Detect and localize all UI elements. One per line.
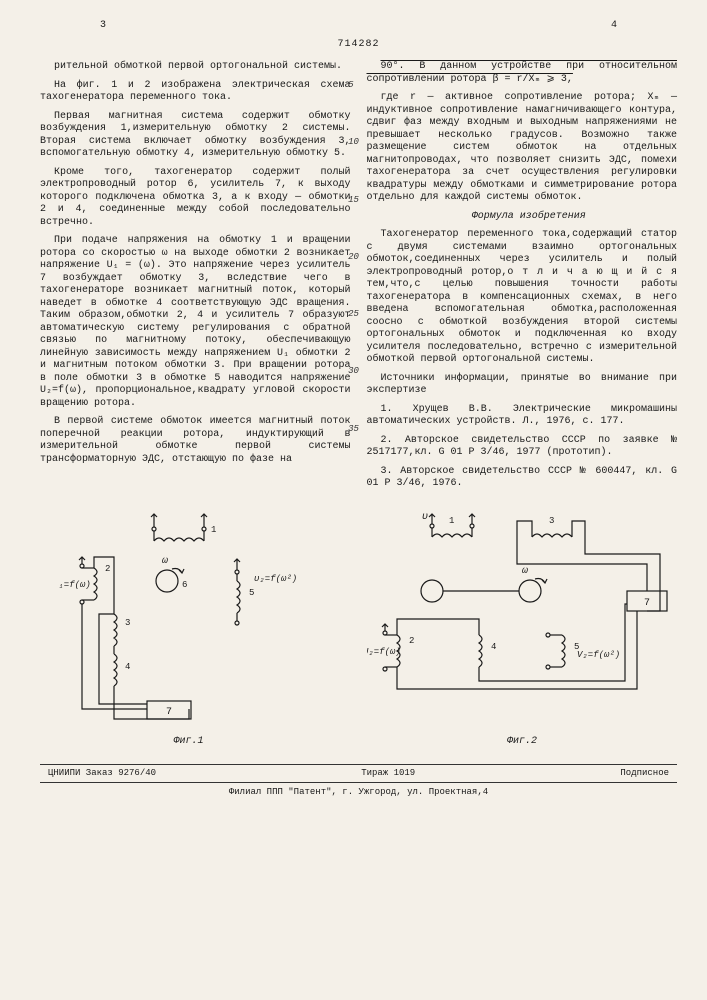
svg-text:ω: ω [522,566,528,577]
svg-text:4: 4 [491,642,496,652]
document-number: 714282 [40,39,677,52]
coil2-label: 2 [105,564,110,574]
footer-sign: Подписное [620,768,669,779]
para: рительной обмоткой первой ортогональной … [40,61,351,74]
figure-2: 1 υ 3 ω [367,509,677,749]
svg-text:U₂=f(ω): U₂=f(ω) [367,647,401,657]
para: В первой системе обмоток имеется магнитн… [40,416,351,466]
source-item: 3. Авторское свидетельство СССР № 600447… [367,466,678,491]
para: Тахогенератор переменного тока,содержащи… [367,229,678,367]
svg-text:3: 3 [549,516,554,526]
para: 90°. В данном устройстве при относительн… [367,61,678,86]
sources-title: Источники информации, принятые во вниман… [367,373,678,398]
para: При подаче напряжения на обмотку 1 и вра… [40,235,351,410]
footer-tirage: Тираж 1019 [361,768,415,779]
svg-text:ω: ω [162,556,168,567]
footer-order: ЦНИИПИ Заказ 9276/40 [48,768,156,779]
svg-text:4: 4 [125,662,130,672]
left-column: рительной обмоткой первой ортогональной … [40,61,351,497]
svg-text:υ₂=f(ω²): υ₂=f(ω²) [254,574,297,584]
source-item: 2. Авторское свидетельство СССР по заявк… [367,435,678,460]
page-col-right-num: 4 [611,20,617,33]
svg-text:5: 5 [249,588,254,598]
svg-text:V₂=f(ω²): V₂=f(ω²) [577,650,620,660]
para: Кроме того, тахогенератор содержит полый… [40,167,351,230]
svg-text:7: 7 [166,707,172,718]
footer-branch: Филиал ППП "Патент", г. Ужгород, ул. Про… [40,783,677,798]
svg-text:2: 2 [409,636,414,646]
line-number-marks: 5 10 15 20 25 30 35 [348,80,359,481]
svg-text:υ: υ [422,512,428,523]
svg-text:3: 3 [125,618,130,628]
coil1-label: 1 [211,525,216,535]
fig2-label: Фиг.2 [367,736,677,749]
source-item: 1. Хрущев В.В. Электрические микромашины… [367,404,678,429]
para: где r — активное сопротивление ротора; X… [367,92,678,205]
svg-text:U₁=f(ω): U₁=f(ω) [59,580,91,590]
figure-1: 1 2 U₁=f(ω) 3 [40,509,337,749]
para: На фиг. 1 и 2 изображена электрическая с… [40,80,351,105]
svg-text:6: 6 [182,580,187,590]
formula-title: Формула изобретения [367,211,678,224]
para: Первая магнитная система содержит обмотк… [40,111,351,161]
page-col-left-num: 3 [100,20,106,33]
svg-text:7: 7 [644,598,650,609]
fig1-label: Фиг.1 [40,736,337,749]
footer: ЦНИИПИ Заказ 9276/40 Тираж 1019 Подписно… [40,764,677,799]
right-column: 90°. В данном устройстве при относительн… [367,61,678,497]
svg-text:1: 1 [449,516,454,526]
